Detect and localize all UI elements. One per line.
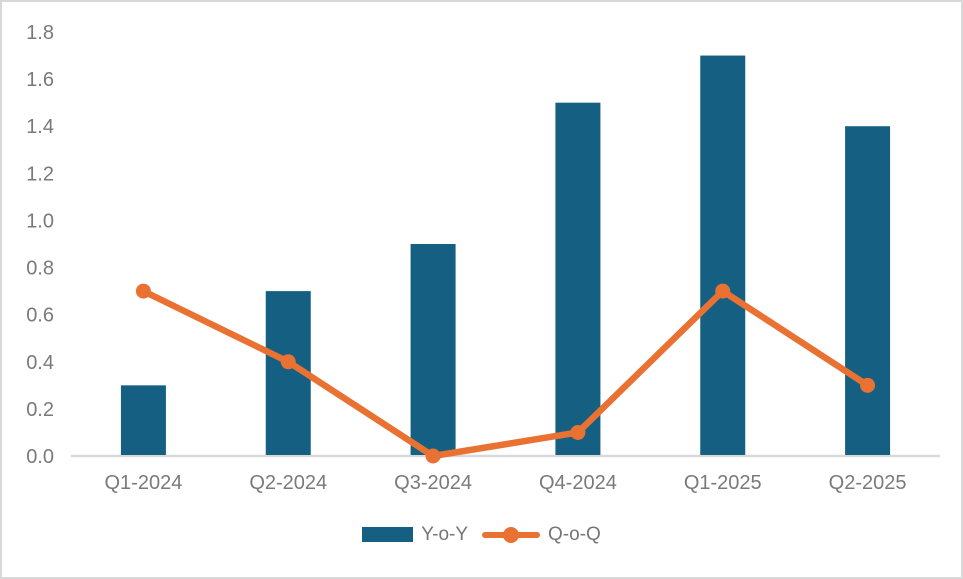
y-axis-tick-label: 1.6	[26, 69, 54, 91]
y-axis-tick-label: 0.2	[26, 399, 54, 421]
x-axis-tick-label: Q2-2024	[249, 472, 327, 494]
bar-q1-2024	[120, 385, 166, 455]
bar-q2-2025	[845, 126, 891, 455]
line-marker-q2-2024	[280, 354, 296, 370]
y-axis-tick-label: 0.0	[26, 446, 54, 468]
bar-series-swatch-icon	[362, 527, 414, 542]
line-series-swatch-icon	[482, 526, 541, 543]
legend-label-yoy: Y-o-Y	[421, 524, 469, 545]
line-marker-q2-2025	[860, 377, 876, 393]
bar-q1-2025	[700, 55, 746, 456]
legend-item-qoq: Q-o-Q	[482, 525, 601, 544]
chart-legend: Y-o-Y Q-o-Q	[2, 525, 961, 544]
legend-label-qoq: Q-o-Q	[548, 524, 601, 545]
y-axis-tick-label: 1.8	[26, 22, 54, 44]
bar-q3-2024	[410, 244, 456, 455]
line-marker-q1-2024	[135, 283, 151, 299]
line-series-path	[140, 287, 871, 460]
line-marker-q3-2024	[425, 448, 441, 464]
legend-item-yoy: Y-o-Y	[362, 525, 468, 544]
y-axis-tick-label: 0.6	[26, 305, 54, 327]
y-axis-tick-label: 0.4	[26, 352, 54, 374]
y-axis-tick-label: 0.8	[26, 258, 54, 280]
x-axis-tick-label: Q3-2024	[394, 472, 472, 494]
y-axis-tick-label: 1.0	[26, 210, 54, 232]
y-axis-tick-label: 1.4	[26, 116, 54, 138]
x-axis-tick-label: Q1-2024	[104, 472, 182, 494]
y-axis-tick-label: 1.2	[26, 163, 54, 185]
x-axis-tick-label: Q1-2025	[684, 472, 762, 494]
line-marker-q1-2025	[715, 283, 731, 299]
bar-q4-2024	[555, 102, 601, 456]
x-axis-tick-label: Q4-2024	[539, 472, 617, 494]
x-axis-tick-label: Q2-2025	[829, 472, 907, 494]
line-marker-q4-2024	[570, 424, 586, 440]
